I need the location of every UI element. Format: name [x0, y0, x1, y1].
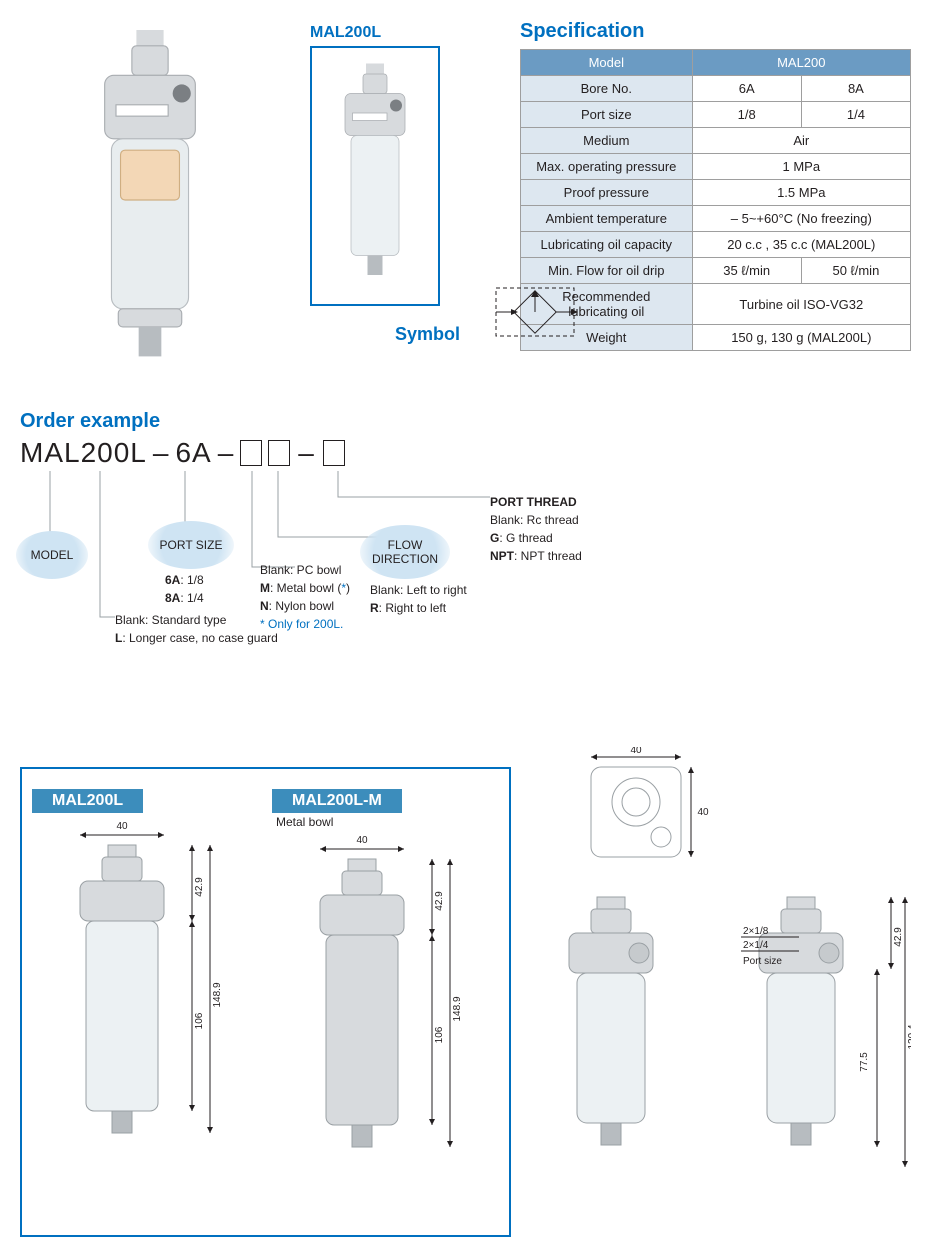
dim-right-svg: 40 40 2×1/8 2×1/4 Port size — [531, 747, 911, 1207]
spec-cell: 1/4 — [801, 102, 910, 128]
svg-text:77.5: 77.5 — [859, 1052, 870, 1072]
svg-text:106: 106 — [194, 1012, 205, 1029]
anno-line: NPT: NPT thread — [490, 547, 582, 565]
dim-model-svg: 40 42.9 148.9 106 — [272, 829, 472, 1229]
svg-text:106: 106 — [434, 1026, 445, 1043]
anno-line: M: Metal bowl (*) — [260, 579, 350, 597]
spec-cell: 8A — [801, 76, 910, 102]
spec-cell: 35 ℓ/min — [692, 258, 801, 284]
anno-line: * Only for 200L. — [260, 615, 350, 633]
anno-thread-title: PORT THREAD — [490, 493, 582, 511]
svg-text:42.9: 42.9 — [434, 891, 445, 911]
dim-model-sub: Metal bowl — [276, 815, 482, 829]
spec-row-label: Min. Flow for oil drip — [521, 258, 693, 284]
svg-text:2×1/4: 2×1/4 — [743, 940, 769, 951]
anno-line: Blank: Left to right — [370, 581, 467, 599]
spec-cell: Air — [692, 128, 910, 154]
dim-left-box: MAL200L 40 42.9 148.9 106 MAL200L-M Meta… — [20, 767, 511, 1237]
anno-line: Blank: Standard type — [115, 611, 278, 629]
dimension-row: MAL200L 40 42.9 148.9 106 MAL200L-M Meta… — [20, 727, 911, 1237]
anno-port-title: PORT SIZE — [160, 538, 223, 552]
top-row: MAL200L Symbol — [20, 20, 911, 380]
spec-cell: 150 g, 130 g (MAL200L) — [692, 325, 910, 351]
mini-product-box — [310, 46, 440, 306]
anno-line: L: Longer case, no case guard — [115, 629, 278, 647]
anno-line: Blank: Rc thread — [490, 511, 582, 529]
spec-row-label: Ambient temperature — [521, 206, 693, 232]
symbol-label: Symbol — [300, 324, 470, 345]
anno-line: R: Right to left — [370, 599, 467, 617]
order-code: MAL200L – 6A – – — [20, 437, 911, 469]
order-box-bowl — [240, 440, 262, 466]
anno-line: 6A: 1/8 — [165, 571, 204, 589]
svg-text:Port size: Port size — [743, 956, 782, 967]
spec-row-label: Proof pressure — [521, 180, 693, 206]
svg-text:148.9: 148.9 — [452, 996, 463, 1021]
anno-line: Blank: PC bowl — [260, 561, 350, 579]
spec-cell: Turbine oil ISO-VG32 — [692, 284, 910, 325]
anno-bowl: Blank: PC bowlM: Metal bowl (*)N: Nylon … — [260, 561, 350, 633]
hero-product-image — [60, 20, 240, 380]
anno-line: G: G thread — [490, 529, 582, 547]
spec-cell: 1/8 — [692, 102, 801, 128]
spec-cell: – 5~+60°C (No freezing) — [692, 206, 910, 232]
spec-row-label: Max. operating pressure — [521, 154, 693, 180]
svg-text:40: 40 — [630, 747, 642, 756]
svg-text:148.9: 148.9 — [212, 982, 223, 1007]
dim-right: 40 40 2×1/8 2×1/4 Port size — [531, 727, 911, 1237]
order-box-thread — [323, 440, 345, 466]
anno-type: Blank: Standard typeL: Longer case, no c… — [115, 611, 278, 647]
order-part-model: MAL200L — [20, 437, 147, 469]
spec-row-label: Medium — [521, 128, 693, 154]
spec-header-value: MAL200 — [692, 50, 910, 76]
spec-cell: 1 MPa — [692, 154, 910, 180]
anno-line: 8A: 1/4 — [165, 589, 204, 607]
order-box-flow — [268, 440, 290, 466]
spec-cell: 20 c.c , 35 c.c (MAL200L) — [692, 232, 910, 258]
svg-text:40: 40 — [356, 835, 368, 846]
dim-model-tag: MAL200L — [32, 789, 143, 813]
svg-text:40: 40 — [697, 807, 709, 818]
svg-text:2×1/8: 2×1/8 — [743, 926, 769, 937]
mini-product-label: MAL200L — [310, 24, 470, 42]
order-example-area: MAL200L – 6A – – MODEL Blank: Standard t… — [20, 437, 911, 727]
dim-model-svg: 40 42.9 148.9 106 — [32, 815, 232, 1215]
order-sep: – — [153, 437, 170, 469]
spec-cell: 1.5 MPa — [692, 180, 910, 206]
hero-product-column — [20, 20, 280, 380]
svg-text:120.4: 120.4 — [907, 1024, 911, 1049]
svg-text:42.9: 42.9 — [893, 927, 904, 947]
symbol-column — [490, 20, 500, 380]
mini-product-column: MAL200L Symbol — [300, 20, 470, 380]
anno-flow-title: FLOWDIRECTION — [372, 538, 438, 567]
spec-cell: 6A — [692, 76, 801, 102]
anno-flow-circle: FLOWDIRECTION — [360, 525, 450, 579]
dim-model-column: MAL200L 40 42.9 148.9 106 — [32, 789, 242, 1225]
anno-model-title: MODEL — [31, 548, 74, 562]
order-part-port: 6A — [175, 437, 211, 469]
order-sep: – — [218, 437, 235, 469]
dim-model-column: MAL200L-M Metal bowl 40 42.9 148.9 106 — [272, 789, 482, 1225]
anno-thread: PORT THREAD Blank: Rc threadG: G threadN… — [490, 493, 582, 565]
spec-row-label: Lubricating oil capacity — [521, 232, 693, 258]
spec-header-model: Model — [521, 50, 693, 76]
spec-row-label: Bore No. — [521, 76, 693, 102]
dim-model-tag: MAL200L-M — [272, 789, 402, 813]
leader-lines — [20, 437, 920, 727]
symbol-diagram — [490, 282, 580, 342]
order-title: Order example — [20, 410, 911, 433]
anno-flow: Blank: Left to rightR: Right to left — [370, 581, 467, 617]
spec-row-label: Port size — [521, 102, 693, 128]
svg-text:40: 40 — [116, 821, 128, 832]
anno-port: 6A: 1/88A: 1/4 — [165, 571, 204, 607]
anno-line: N: Nylon bowl — [260, 597, 350, 615]
spec-cell: 50 ℓ/min — [801, 258, 910, 284]
anno-port-circle: PORT SIZE — [148, 521, 234, 569]
spec-title: Specification — [520, 20, 911, 43]
svg-text:42.9: 42.9 — [194, 877, 205, 897]
anno-model-circle: MODEL — [16, 531, 88, 579]
